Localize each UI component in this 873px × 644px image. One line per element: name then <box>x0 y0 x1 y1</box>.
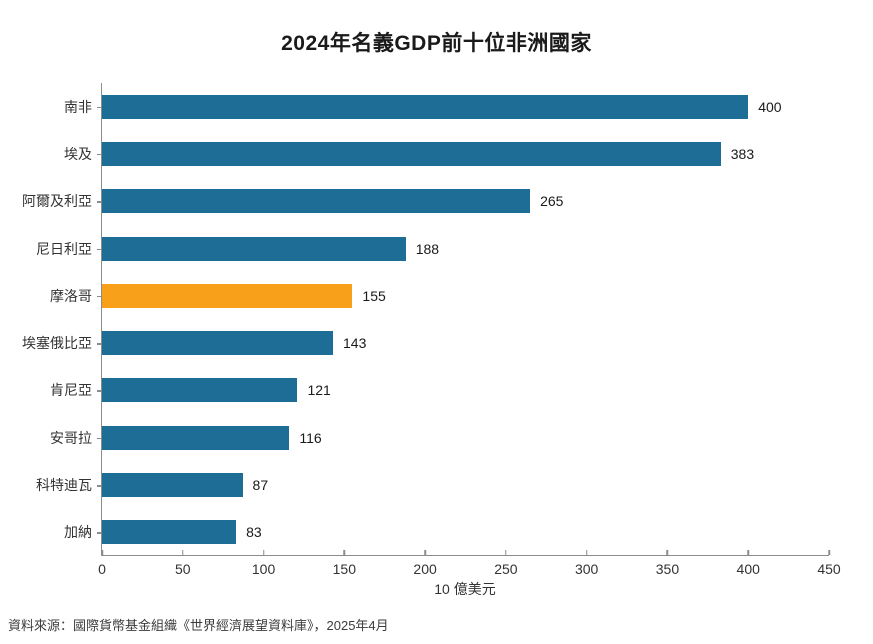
y-axis-tick <box>97 248 102 251</box>
bar <box>102 331 334 356</box>
bar <box>102 425 290 450</box>
x-axis-title: 10 億美元 <box>434 581 496 597</box>
category-label: 阿爾及利亞 <box>22 193 92 210</box>
bar <box>102 236 406 261</box>
y-axis-tick <box>97 532 102 534</box>
x-tick-label: 300 <box>574 561 599 577</box>
x-tick-label: 350 <box>655 561 680 577</box>
category-label: 肯尼亞 <box>50 382 92 399</box>
bar <box>102 283 353 308</box>
x-axis-tick <box>343 550 346 555</box>
x-axis-tick <box>182 550 184 555</box>
x-tick-label: 0 <box>98 561 106 577</box>
y-axis-tick <box>97 295 102 298</box>
x-axis-tick <box>666 550 669 555</box>
bar-row: 383 埃及 <box>64 130 829 177</box>
category-label: 加納 <box>64 524 92 541</box>
bar <box>102 473 243 498</box>
plot-area: 400 南非 383 埃及 265 阿爾及利亞 188 尼日利亞 155 摩洛哥 143 埃塞俄比亞 1… <box>22 83 841 577</box>
x-tick-label: 400 <box>736 561 760 577</box>
category-label: 埃及 <box>64 145 92 162</box>
category-label: 尼日利亞 <box>36 240 92 257</box>
y-axis-tick <box>97 343 102 345</box>
source-note: 資料來源：國際貨幣基金組織《世界經濟展望資料庫》，2025年4月 <box>8 618 389 633</box>
y-axis-tick <box>97 390 102 392</box>
y-axis-tick <box>97 106 102 109</box>
x-axis-tick <box>585 550 588 555</box>
x-tick-label: 450 <box>817 561 841 577</box>
value-label: 87 <box>252 477 269 494</box>
x-tick-label: 200 <box>413 561 437 577</box>
value-label: 188 <box>415 240 440 257</box>
x-axis-tick <box>828 550 830 555</box>
y-axis-tick <box>97 485 102 487</box>
value-label: 155 <box>362 287 386 304</box>
value-label: 83 <box>246 524 262 541</box>
x-tick-label: 150 <box>332 561 357 577</box>
value-label: 121 <box>307 382 331 399</box>
bar-row: 188 尼日利亞 <box>36 225 829 272</box>
x-tick-label: 250 <box>494 561 518 577</box>
value-label: 400 <box>758 98 782 115</box>
bar <box>102 189 531 214</box>
category-label: 南非 <box>64 98 92 115</box>
x-axis-tick <box>747 550 749 555</box>
bar <box>102 378 298 403</box>
category-label: 埃塞俄比亞 <box>22 335 92 352</box>
bar <box>102 520 237 545</box>
bar-row: 87 科特迪瓦 <box>36 461 829 508</box>
y-axis-tick <box>97 201 102 203</box>
value-label: 265 <box>540 193 564 210</box>
x-axis-tick <box>101 550 103 555</box>
value-label: 143 <box>343 335 367 352</box>
chart-title: 2024年名義GDP前十位非洲國家 <box>281 32 592 55</box>
x-tick-label: 100 <box>251 561 276 577</box>
category-label: 安哥拉 <box>50 429 92 446</box>
bar-row: 400 南非 <box>64 83 829 130</box>
bar <box>102 94 749 119</box>
value-label: 383 <box>730 145 755 162</box>
value-label: 116 <box>299 429 322 446</box>
bar <box>102 141 721 166</box>
category-label: 科特迪瓦 <box>36 477 92 494</box>
bar-row: 265 阿爾及利亞 <box>22 178 829 225</box>
x-axis-tick <box>424 550 426 555</box>
y-axis-tick <box>97 437 102 440</box>
x-tick-label: 50 <box>174 561 191 577</box>
bar-row: 155 摩洛哥 <box>50 272 829 319</box>
bar-row: 83 加納 <box>64 509 829 556</box>
category-label: 摩洛哥 <box>50 287 92 304</box>
y-axis-tick <box>97 153 102 156</box>
bar-row: 143 埃塞俄比亞 <box>22 320 829 367</box>
x-axis-tick <box>505 550 507 555</box>
bar-row: 121 肯尼亞 <box>50 367 829 414</box>
x-axis-tick <box>262 550 265 555</box>
bar-row: 116 安哥拉 <box>50 414 829 461</box>
